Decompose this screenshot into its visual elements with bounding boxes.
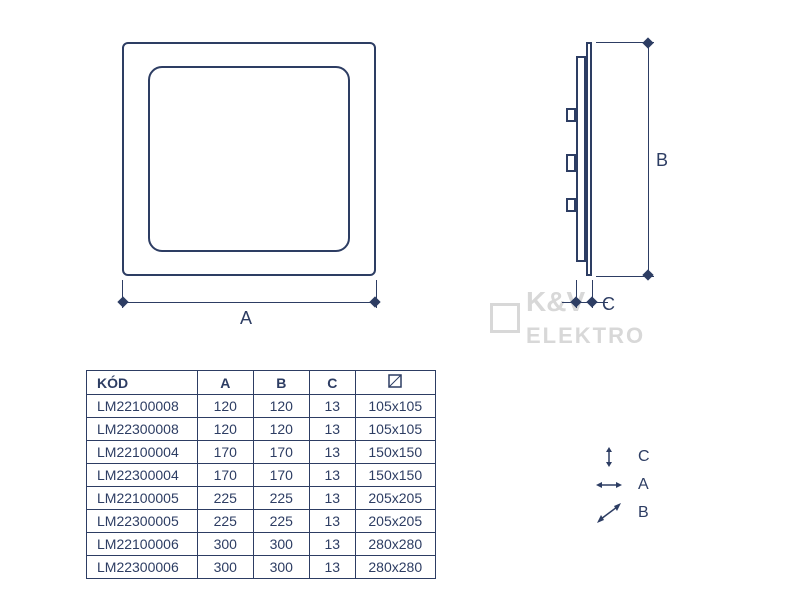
table-cell: LM22100005 bbox=[87, 487, 198, 510]
legend-row-a: A bbox=[596, 476, 650, 494]
table-cell: LM22300008 bbox=[87, 418, 198, 441]
table-cell: 300 bbox=[253, 533, 309, 556]
col-header-code: KÓD bbox=[87, 371, 198, 395]
table-cell: 170 bbox=[197, 441, 253, 464]
dim-b-line bbox=[648, 42, 649, 276]
col-header-c: C bbox=[309, 371, 355, 395]
table-cell: LM22100004 bbox=[87, 441, 198, 464]
legend-row-c: C bbox=[596, 448, 650, 466]
table-row: LM2230000522522513205x205 bbox=[87, 510, 436, 533]
table-cell: 280x280 bbox=[355, 533, 435, 556]
table-cell: LM22300004 bbox=[87, 464, 198, 487]
table-cell: 205x205 bbox=[355, 510, 435, 533]
table-cell: 205x205 bbox=[355, 487, 435, 510]
legend-label-b: B bbox=[638, 504, 649, 522]
table-cell: 225 bbox=[197, 487, 253, 510]
dimension-legend: C A B bbox=[596, 438, 650, 532]
table-cell: LM22100006 bbox=[87, 533, 198, 556]
table-row: LM2230000812012013105x105 bbox=[87, 418, 436, 441]
side-view-body bbox=[576, 56, 586, 262]
col-header-cutout bbox=[355, 371, 435, 395]
side-view-clip-3 bbox=[566, 198, 576, 212]
table-row: LM2210000630030013280x280 bbox=[87, 533, 436, 556]
table-cell: 13 bbox=[309, 510, 355, 533]
table-cell: 300 bbox=[197, 533, 253, 556]
table-cell: 120 bbox=[197, 395, 253, 418]
table-row: LM2230000630030013280x280 bbox=[87, 556, 436, 579]
dim-b-arrow-bot-icon bbox=[642, 269, 653, 280]
table-row: LM2210000522522513205x205 bbox=[87, 487, 436, 510]
table-cell: 13 bbox=[309, 556, 355, 579]
table-cell: 13 bbox=[309, 533, 355, 556]
dim-b-arrow-top-icon bbox=[642, 37, 653, 48]
vertical-arrows-icon bbox=[596, 448, 622, 466]
col-header-a: A bbox=[197, 371, 253, 395]
table-cell: 13 bbox=[309, 487, 355, 510]
legend-row-b: B bbox=[596, 504, 650, 522]
horizontal-arrows-icon bbox=[596, 476, 622, 494]
watermark-line2: ELEKTRO bbox=[526, 323, 645, 348]
dim-b-label: B bbox=[656, 150, 668, 171]
table-header-row: KÓD A B C bbox=[87, 371, 436, 395]
dim-a-arrow-left-icon bbox=[117, 296, 128, 307]
watermark: K&V ELEKTRO bbox=[490, 286, 645, 350]
dim-a-line bbox=[122, 302, 376, 303]
dim-a-arrow-right-icon bbox=[369, 296, 380, 307]
diagonal-arrows-icon bbox=[596, 504, 622, 522]
table-cell: LM22300006 bbox=[87, 556, 198, 579]
table-cell: 105x105 bbox=[355, 395, 435, 418]
table-row: LM2230000417017013150x150 bbox=[87, 464, 436, 487]
table-cell: 300 bbox=[253, 556, 309, 579]
spec-table: KÓD A B C LM2210000812012013105x105LM223… bbox=[86, 370, 436, 579]
table-cell: 225 bbox=[253, 487, 309, 510]
watermark-logo-icon bbox=[490, 303, 520, 333]
table-cell: 300 bbox=[197, 556, 253, 579]
table-cell: 120 bbox=[253, 418, 309, 441]
table-cell: 150x150 bbox=[355, 464, 435, 487]
table-cell: 13 bbox=[309, 441, 355, 464]
dim-c-arrow-left-icon bbox=[570, 296, 581, 307]
table-cell: 170 bbox=[253, 441, 309, 464]
side-view-flange bbox=[586, 42, 592, 276]
table-cell: 13 bbox=[309, 418, 355, 441]
table-cell: 120 bbox=[253, 395, 309, 418]
table-cell: LM22300005 bbox=[87, 510, 198, 533]
cutout-icon bbox=[388, 374, 402, 388]
legend-label-c: C bbox=[638, 448, 650, 466]
table-cell: LM22100008 bbox=[87, 395, 198, 418]
table-cell: 120 bbox=[197, 418, 253, 441]
legend-label-a: A bbox=[638, 476, 649, 494]
table-cell: 225 bbox=[197, 510, 253, 533]
drawing-canvas: K&V ELEKTRO A B C KÓD A B C bbox=[0, 0, 800, 600]
table-row: LM2210000417017013150x150 bbox=[87, 441, 436, 464]
table-cell: 170 bbox=[253, 464, 309, 487]
dim-c-label: C bbox=[602, 294, 615, 315]
table-row: LM2210000812012013105x105 bbox=[87, 395, 436, 418]
table-cell: 13 bbox=[309, 395, 355, 418]
side-view-clip-2 bbox=[566, 154, 576, 172]
table-cell: 150x150 bbox=[355, 441, 435, 464]
front-view-inner bbox=[148, 66, 350, 252]
col-header-b: B bbox=[253, 371, 309, 395]
table-cell: 170 bbox=[197, 464, 253, 487]
side-view-clip-1 bbox=[566, 108, 576, 122]
dim-c-arrow-right-icon bbox=[586, 296, 597, 307]
table-cell: 13 bbox=[309, 464, 355, 487]
table-cell: 105x105 bbox=[355, 418, 435, 441]
table-cell: 280x280 bbox=[355, 556, 435, 579]
dim-a-label: A bbox=[240, 308, 252, 329]
table-cell: 225 bbox=[253, 510, 309, 533]
